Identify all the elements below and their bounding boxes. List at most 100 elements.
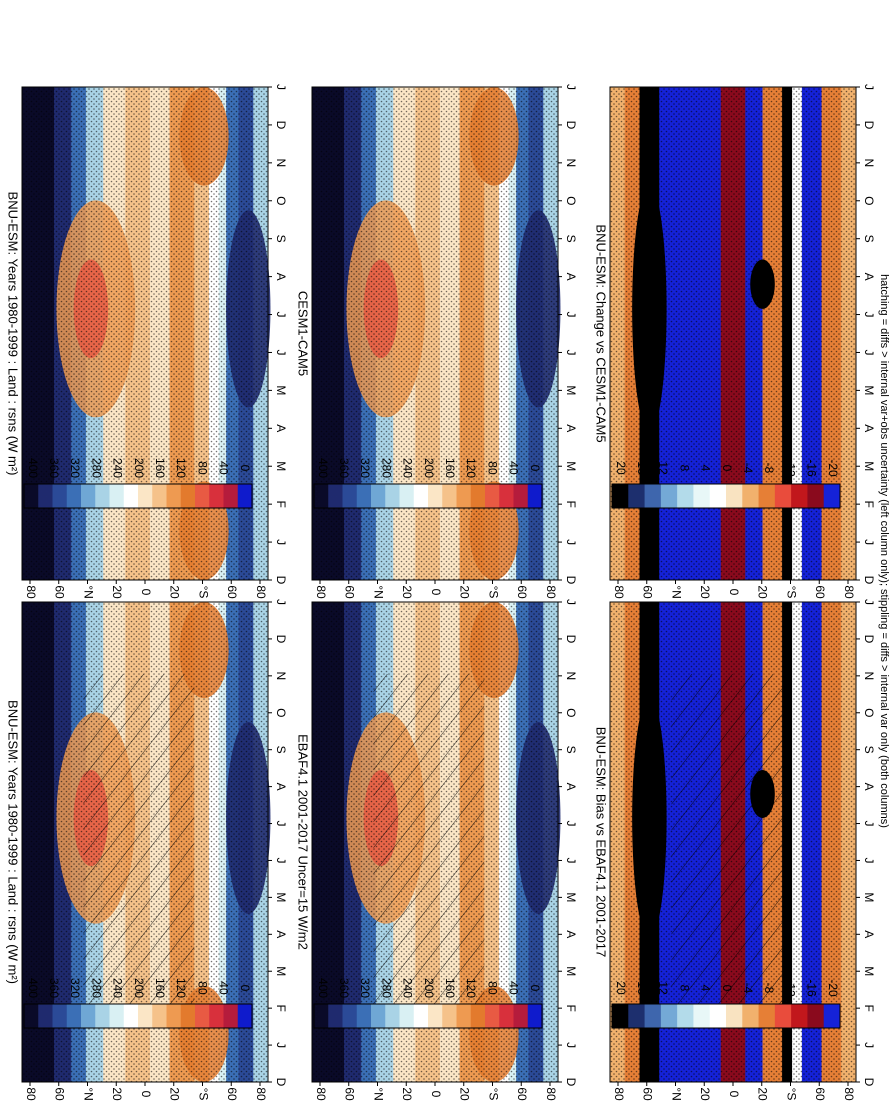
month-tick-label: M: [862, 892, 876, 902]
colorbar-swatch: [314, 1004, 329, 1028]
colorbar-swatch: [823, 1004, 841, 1028]
colorbar-swatch: [66, 484, 82, 508]
colorbar-swatch: [180, 1004, 196, 1028]
colorbar-1: 400 360 320 280 240 200 160 120 80 40 0: [23, 978, 253, 1029]
colorbar-swatch: [109, 1004, 125, 1028]
colorbar-tick-label: 80: [485, 461, 499, 475]
month-tick-label: A: [274, 273, 288, 281]
month-tick-label: O: [564, 196, 578, 205]
lat-tick-label: 80: [842, 1087, 856, 1101]
lat-tick-label: 20: [698, 1087, 712, 1101]
colorbar-tick-label: 240: [401, 458, 415, 478]
month-tick-label: O: [564, 708, 578, 717]
month-tick-label: F: [564, 500, 578, 507]
colorbar-swatch: [470, 1004, 486, 1028]
colorbar-swatch: [499, 484, 514, 508]
colorbar-swatch: [371, 484, 386, 508]
colorbar-swatch: [527, 1004, 543, 1028]
lat-tick-label: 20: [168, 1087, 182, 1101]
month-tick-label: M: [274, 385, 288, 395]
lat-tick-label: 60: [515, 585, 529, 599]
colorbar-swatch: [660, 1004, 678, 1028]
month-tick-label: A: [564, 930, 578, 938]
month-tick-label: J: [564, 599, 578, 605]
colorbar-swatch: [726, 1004, 743, 1028]
colorbar-swatch: [237, 1004, 253, 1028]
month-tick-label: J: [862, 857, 876, 863]
lat-tick-label: 80: [254, 1087, 268, 1101]
colorbar-tick-label: 20: [614, 461, 628, 475]
colorbar-tick-label: 200: [132, 978, 146, 998]
lat-tick-label: °S: [486, 1088, 500, 1101]
colorbar-6: 20 16 12 8 4 0 -4 -8 -12 -16 -20: [611, 459, 841, 509]
month-tick-label: A: [862, 424, 876, 432]
month-tick-label: F: [274, 500, 288, 507]
lat-tick-label: 60: [641, 585, 655, 599]
month-tick-label: J: [862, 1042, 876, 1048]
lat-tick-label: 0: [727, 589, 741, 596]
colorbar-swatch: [399, 1004, 415, 1028]
lat-tick-label: 20: [458, 1087, 472, 1101]
lat-tick-label: °N: [669, 1087, 683, 1100]
month-tick-label: M: [564, 385, 578, 395]
colorbar-swatch: [612, 1004, 629, 1028]
lat-tick-label: °N: [669, 585, 683, 598]
colorbar-tick-label: 0: [528, 465, 542, 472]
month-tick-label: J: [862, 599, 876, 605]
lat-tick-label: °S: [196, 586, 210, 599]
lat-tick-label: 20: [110, 585, 124, 599]
colorbar-swatch: [499, 1004, 514, 1028]
colorbar-tick-label: -16: [805, 459, 819, 477]
colorbar-tick-label: 120: [174, 978, 188, 998]
colorbar-swatch: [356, 1004, 372, 1028]
lat-tick-label: 0: [727, 1091, 741, 1098]
month-tick-label: A: [564, 783, 578, 791]
panel-title: BNU-ESM: Change vs CESM1-CAM5: [594, 224, 609, 442]
colorbar-swatch: [644, 484, 662, 508]
month-tick-label: A: [862, 273, 876, 281]
footnote: hatching = diffs > internal var+obs unce…: [878, 274, 890, 828]
lat-tick-label: 60: [343, 1087, 357, 1101]
lat-tick-label: 80: [254, 585, 268, 599]
colorbar-tick-label: 8: [677, 985, 691, 992]
month-tick-label: J: [862, 312, 876, 318]
colorbar-swatch: [138, 1004, 153, 1028]
colorbar-tick-label: 320: [68, 978, 82, 998]
colorbar-swatch: [123, 484, 139, 508]
lat-tick-label: 20: [110, 1087, 124, 1101]
colorbar-tick-label: 0: [720, 465, 734, 472]
month-tick-label: J: [564, 349, 578, 355]
colorbar-swatch: [774, 484, 792, 508]
month-tick-label: D: [564, 635, 578, 644]
colorbar-tick-label: 240: [111, 458, 125, 478]
colorbar-tick-label: -12: [783, 979, 797, 997]
month-tick-label: M: [564, 892, 578, 902]
panel-3: BNU-ESM: Bias vs EBAF4.1 2001-2017 D J F M A M…: [594, 599, 876, 1101]
lat-tick-label: °N: [81, 585, 95, 598]
colorbar-swatch: [442, 1004, 457, 1028]
colorbar-frame: [313, 1003, 543, 1029]
colorbar-swatch: [371, 1004, 386, 1028]
month-tick-label: N: [274, 159, 288, 168]
month-tick-label: A: [274, 783, 288, 791]
colorbar-tick-label: 160: [153, 458, 167, 478]
colorbar-swatch: [66, 1004, 82, 1028]
colorbar-swatch: [152, 1004, 167, 1028]
month-tick-label: J: [564, 539, 578, 545]
colorbar-swatch: [209, 1004, 224, 1028]
month-tick-label: O: [862, 708, 876, 717]
colorbar-tick-label: 20: [614, 981, 628, 995]
colorbar-tick-label: 4: [699, 985, 713, 992]
month-tick-label: F: [564, 1004, 578, 1011]
colorbar-tick-label: 0: [528, 985, 542, 992]
colorbar-swatch: [52, 1004, 68, 1028]
colorbar-tick-label: 120: [464, 458, 478, 478]
colorbar-tick-label: 40: [217, 461, 231, 475]
colorbar-frame: [23, 1003, 253, 1029]
colorbar-swatch: [81, 1004, 96, 1028]
colorbar-swatch: [385, 484, 400, 508]
colorbar-tick-label: 80: [195, 981, 209, 995]
colorbar-frame: [611, 1003, 841, 1029]
month-tick-label: J: [274, 539, 288, 545]
month-tick-label: A: [274, 424, 288, 432]
